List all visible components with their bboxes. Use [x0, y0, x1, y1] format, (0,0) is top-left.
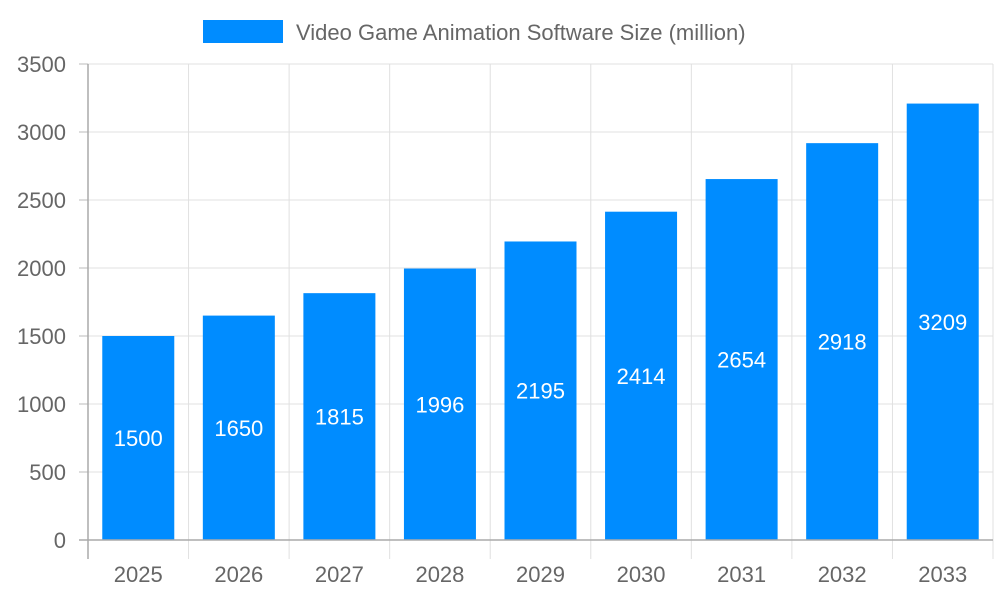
x-tick-label: 2025: [114, 562, 163, 587]
bar: [806, 143, 879, 541]
bar: [605, 211, 678, 541]
y-tick-label: 3500: [17, 52, 66, 77]
legend: Video Game Animation Software Size (mill…: [203, 20, 746, 45]
data-label: 1815: [315, 405, 364, 430]
data-label: 2414: [617, 364, 666, 389]
y-tick-label: 1000: [17, 392, 66, 417]
bar: [303, 293, 376, 540]
x-tick-label: 2031: [717, 562, 766, 587]
y-tick-label: 1500: [17, 324, 66, 349]
legend-swatch: [203, 20, 283, 43]
x-tick-label: 2030: [617, 562, 666, 587]
data-label: 2654: [717, 348, 766, 373]
x-tick-label: 2026: [214, 562, 263, 587]
x-tick-label: 2033: [918, 562, 967, 587]
y-tick-label: 2000: [17, 256, 66, 281]
bar: [403, 268, 476, 540]
x-tick-label: 2028: [415, 562, 464, 587]
bar: [504, 241, 577, 541]
y-tick-label: 3000: [17, 120, 66, 145]
bar: [906, 103, 979, 541]
data-label: 3209: [918, 310, 967, 335]
y-tick-label: 2500: [17, 188, 66, 213]
data-label: 2918: [818, 330, 867, 355]
data-label: 1650: [214, 416, 263, 441]
gridlines: [88, 63, 994, 559]
bar: [102, 336, 175, 540]
bar: [705, 179, 778, 540]
y-tick-label: 0: [54, 528, 66, 553]
x-tick-label: 2027: [315, 562, 364, 587]
data-label: 1500: [114, 426, 163, 451]
axes: 0 500 1000 1500 2000 2500 3000 3500 2025 2026 2027…: [17, 52, 993, 587]
y-tick-label: 500: [29, 460, 66, 485]
x-tick-label: 2032: [818, 562, 867, 587]
bar: [202, 315, 275, 540]
bars: 1500 1650 1815 1996 2195 2414 2654 2918 3209: [102, 103, 979, 541]
data-label: 1996: [415, 392, 464, 417]
data-label: 2195: [516, 379, 565, 404]
legend-label: Video Game Animation Software Size (mill…: [296, 20, 746, 45]
x-tick-label: 2029: [516, 562, 565, 587]
